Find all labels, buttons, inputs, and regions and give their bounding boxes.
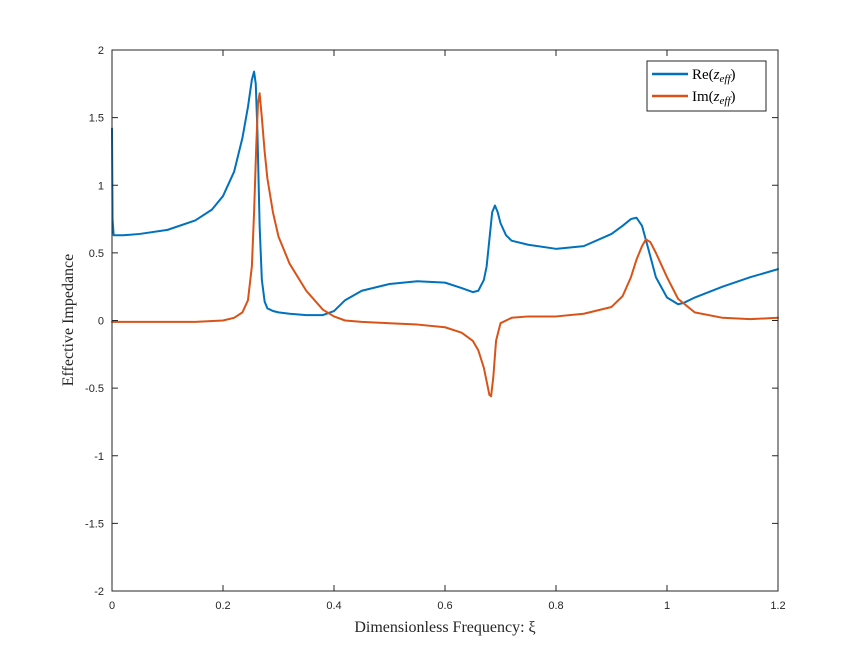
x-axis-label: Dimensionless Frequency: ξ bbox=[354, 619, 535, 636]
y-tick-label: -1.5 bbox=[85, 518, 104, 530]
legend-label-re-main: Re( bbox=[692, 67, 714, 83]
legend-box bbox=[646, 60, 767, 112]
legend-label-re-sub: eff bbox=[720, 73, 733, 85]
x-tick-label: 0.4 bbox=[326, 600, 341, 612]
legend-label-im-close: ) bbox=[731, 89, 736, 105]
y-tick-label: 2 bbox=[98, 45, 104, 57]
legend-entry-re: Re(zeff) bbox=[652, 67, 736, 85]
legend-label-im-main: Im( bbox=[692, 89, 714, 105]
legend-label-re-close: ) bbox=[731, 67, 736, 83]
y-tick-label: 0 bbox=[98, 316, 104, 328]
legend-label-re-var: z bbox=[713, 67, 720, 83]
series-line-im bbox=[111, 92, 779, 398]
x-tick-label: 0 bbox=[109, 600, 115, 612]
x-tick-label: 1 bbox=[664, 600, 670, 612]
legend: Re(zeff) Im(zeff) bbox=[646, 60, 767, 112]
legend-entry-im: Im(zeff) bbox=[652, 89, 736, 107]
x-axis-ticks: 0 0.2 0.4 0.6 0.8 1 1.2 bbox=[109, 50, 786, 612]
series-line-re bbox=[111, 70, 779, 317]
y-tick-label: -2 bbox=[94, 586, 104, 598]
y-tick-label: 1.5 bbox=[89, 113, 104, 125]
x-tick-label: 0.2 bbox=[215, 600, 230, 612]
series-layer bbox=[111, 70, 779, 398]
legend-label-im-var: z bbox=[713, 89, 720, 105]
x-tick-label: 0.8 bbox=[548, 600, 563, 612]
y-axis-ticks: -2 -1.5 -1 -0.5 0 0.5 1 1.5 2 bbox=[85, 45, 778, 598]
legend-label-re: Re(zeff) bbox=[692, 67, 736, 85]
y-tick-label: 1 bbox=[98, 180, 104, 192]
y-tick-label: -1 bbox=[94, 451, 104, 463]
y-axis-label: Effective Impedance bbox=[60, 254, 77, 387]
legend-label-im: Im(zeff) bbox=[692, 89, 736, 107]
x-tick-label: 0.6 bbox=[437, 600, 452, 612]
y-tick-label: -0.5 bbox=[85, 383, 104, 395]
x-tick-label: 1.2 bbox=[770, 600, 785, 612]
y-tick-label: 0.5 bbox=[89, 248, 104, 260]
legend-label-im-sub: eff bbox=[720, 95, 733, 107]
